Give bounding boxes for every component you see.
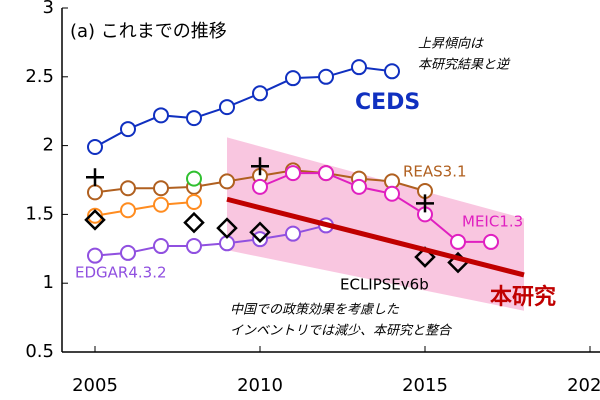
point [87, 138, 103, 155]
point [219, 99, 235, 116]
point [87, 207, 103, 224]
series-label: ECLIPSEv6b [340, 276, 429, 294]
annotation: インベントリでは減少、本研究と整合 [230, 323, 453, 339]
point [86, 168, 104, 187]
series-label: 本研究 [490, 284, 556, 310]
point [249, 221, 271, 244]
point [416, 194, 434, 213]
point [186, 110, 202, 127]
point [252, 231, 268, 248]
y-tick-label: 3 [43, 0, 54, 18]
point [120, 244, 136, 261]
y-tick-label: 0.5 [25, 341, 54, 362]
point [219, 173, 235, 190]
point [450, 233, 466, 250]
annotation: 中国での政策効果を考慮した [230, 303, 400, 318]
annotation: 本研究結果と逆 [418, 57, 511, 73]
y-tick-label: 1 [43, 272, 54, 293]
series-line [94, 201, 195, 217]
point [252, 178, 268, 195]
point [252, 85, 268, 102]
series-label: MEIC1.3 [462, 213, 523, 231]
x-tick-label: 2010 [237, 375, 283, 396]
point [87, 247, 103, 264]
series-label: EDGAR4.3.2 [75, 264, 167, 282]
point [186, 194, 202, 211]
x-tick-label: 2005 [72, 375, 118, 396]
series-line [226, 196, 525, 278]
chart-title: (a) これまでの推移 [70, 21, 227, 42]
point [153, 238, 169, 255]
point [153, 180, 169, 197]
point [120, 121, 136, 138]
point [318, 165, 334, 182]
point [251, 157, 269, 176]
x-tick-label: 2015 [402, 375, 448, 396]
point [153, 196, 169, 213]
point [120, 202, 136, 219]
point [87, 184, 103, 201]
point [216, 217, 238, 239]
point [351, 59, 367, 76]
y-tick-label: 2.5 [25, 66, 54, 87]
x-tick-label: 2020 [567, 375, 600, 396]
point [384, 185, 400, 202]
point [483, 233, 499, 250]
point [351, 178, 367, 195]
point [285, 225, 301, 242]
point [153, 107, 169, 124]
annotation: 上昇傾向は [418, 37, 484, 52]
series-line [94, 66, 393, 148]
point [318, 68, 334, 85]
point [384, 63, 400, 80]
point [84, 209, 106, 231]
point [285, 165, 301, 182]
y-tick-label: 2 [43, 135, 54, 156]
point [183, 211, 205, 234]
point [414, 246, 436, 268]
series-label: REAS3.1 [403, 163, 467, 181]
point [186, 238, 202, 255]
point [285, 70, 301, 87]
point [120, 180, 136, 197]
series-label: CEDS [355, 90, 420, 115]
uncertainty-band [227, 137, 524, 311]
y-tick-label: 1.5 [25, 203, 54, 224]
point [186, 170, 202, 187]
